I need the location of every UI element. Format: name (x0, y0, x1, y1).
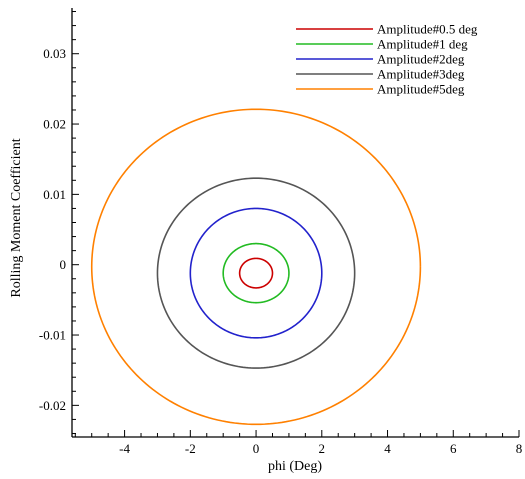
y-tick-label: -0.02 (39, 398, 66, 413)
y-tick-label: 0 (60, 257, 67, 272)
y-axis-label: Rolling Moment Coefficient (9, 138, 24, 297)
series-line-2 (222, 242, 290, 304)
legend-entry-5: Amplitude#5deg (377, 82, 465, 97)
axes: -4 -2 0 2 4 6 8 -0.02 -0.01 0 0.01 0.02 0.03 (39, 8, 522, 456)
legend-entry-4: Amplitude#3deg (377, 67, 465, 82)
x-tick-label: -4 (119, 441, 130, 456)
x-tick-label: 0 (253, 441, 260, 456)
y-tick-label: 0.02 (43, 117, 66, 132)
legend-entry-3: Amplitude#2deg (377, 52, 465, 67)
series-line-3 (189, 207, 323, 339)
x-axis-label: phi (Deg) (268, 459, 322, 474)
x-tick-label: 2 (319, 441, 326, 456)
y-tick-label: 0.03 (43, 46, 66, 61)
x-tick-label: 8 (516, 441, 523, 456)
y-tick-label: 0.01 (43, 187, 66, 202)
plot-area (90, 108, 422, 426)
series-line-4 (156, 177, 356, 369)
legend-entry-1: Amplitude#0.5 deg (377, 22, 478, 37)
legend-entry-2: Amplitude#1 deg (377, 37, 468, 52)
y-tick-label: -0.01 (39, 328, 66, 343)
series-line-5 (90, 108, 422, 426)
x-tick-label: 4 (384, 441, 391, 456)
x-tick-label: 6 (450, 441, 457, 456)
x-tick-label: -2 (185, 441, 196, 456)
series-line-1 (238, 257, 274, 289)
